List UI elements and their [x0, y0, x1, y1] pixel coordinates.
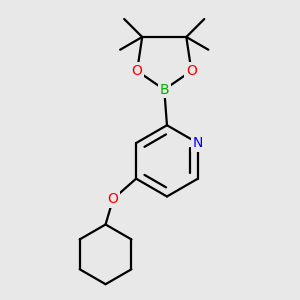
Text: O: O: [132, 64, 142, 78]
Text: O: O: [108, 192, 118, 206]
Text: O: O: [186, 64, 197, 78]
Text: B: B: [159, 82, 169, 97]
Text: N: N: [193, 136, 203, 150]
